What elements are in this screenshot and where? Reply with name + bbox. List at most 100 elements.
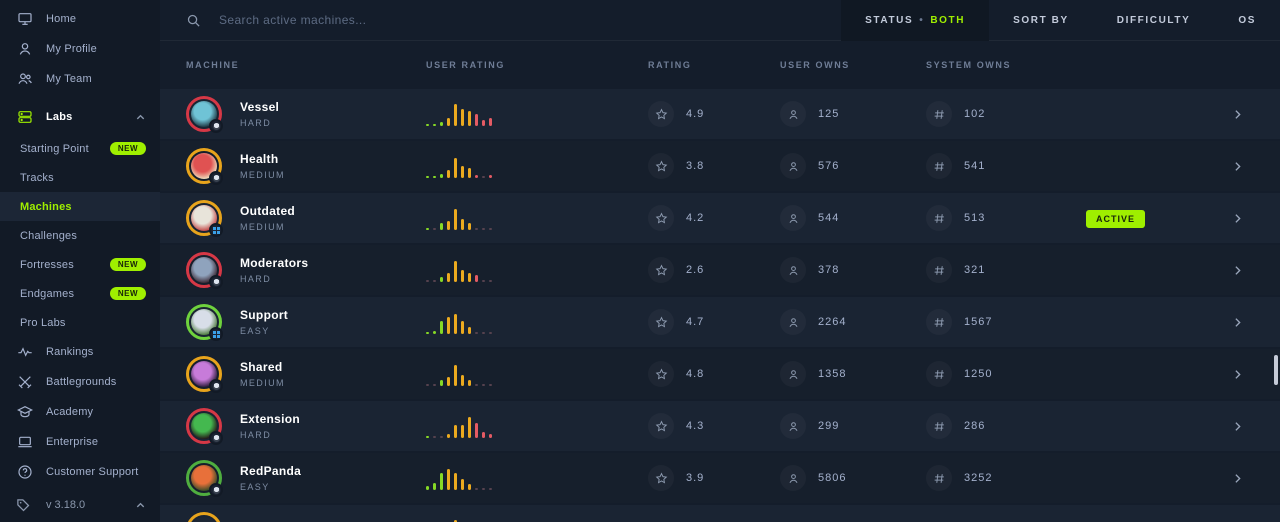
system-owns-icon xyxy=(926,413,952,439)
sidebar-item-enterprise[interactable]: Enterprise xyxy=(0,427,160,457)
machine-name: Vessel xyxy=(240,100,280,114)
machine-difficulty: MEDIUM xyxy=(240,378,285,388)
machines-table: Vessel HARD 4.9 125 102 Health MEDIUM 3.8 576 541… xyxy=(160,89,1280,522)
star-icon xyxy=(648,413,674,439)
row-chevron-right-icon[interactable] xyxy=(1194,108,1244,121)
status-bullet: • xyxy=(919,14,925,26)
sidebar-item-battlegrounds[interactable]: Battlegrounds xyxy=(0,367,160,397)
sidebar-item-academy[interactable]: Academy xyxy=(0,397,160,427)
version-row[interactable]: v 3.18.0 xyxy=(0,488,160,522)
status-filter-button[interactable]: STATUS • BOTH xyxy=(841,0,990,41)
user-owns-icon xyxy=(780,153,806,179)
row-chevron-right-icon[interactable] xyxy=(1194,160,1244,173)
sidebar-item-starting-point[interactable]: Starting Point NEW xyxy=(0,134,160,163)
laptop-icon xyxy=(16,434,33,451)
sidebar-item-label: Battlegrounds xyxy=(46,376,117,388)
system-owns-cell: 3252 xyxy=(926,465,1086,491)
machine-row[interactable]: RedPanda EASY 3.9 5806 3252 xyxy=(160,453,1280,503)
machine-cell: RedPanda EASY xyxy=(186,460,426,497)
user-rating-histogram xyxy=(426,414,648,438)
os-badge-icon xyxy=(209,275,223,289)
user-owns-icon xyxy=(780,465,806,491)
machine-row[interactable]: Extension HARD 4.3 299 286 xyxy=(160,401,1280,451)
scrollbar-thumb[interactable] xyxy=(1274,355,1278,385)
sidebar-item-label: Home xyxy=(46,13,77,25)
star-cell: 3.9 xyxy=(648,465,780,491)
sidebar-item-label: Rankings xyxy=(46,346,94,358)
sidebar-item-label: Starting Point xyxy=(20,142,89,155)
system-owns-icon xyxy=(926,465,952,491)
machine-artwork xyxy=(191,517,217,522)
value: 4.9 xyxy=(686,108,705,120)
user-owns-icon xyxy=(780,361,806,387)
machine-row-partial[interactable] xyxy=(160,505,1280,522)
value: 544 xyxy=(818,212,840,224)
help-icon xyxy=(16,464,33,481)
sidebar-item-label: Endgames xyxy=(20,287,75,300)
tag-icon xyxy=(16,498,33,513)
sidebar-item-label: Enterprise xyxy=(46,436,99,448)
table-header-row: MACHINE USER RATING RATING USER OWNS SYSTEM … xyxy=(160,41,1280,89)
machine-avatar xyxy=(186,460,223,497)
value: 286 xyxy=(964,420,986,432)
system-owns-cell: 1250 xyxy=(926,361,1086,387)
filter-buttons: STATUS • BOTH SORT BY DIFFICULTY OS xyxy=(841,0,1280,41)
value: 4.8 xyxy=(686,368,705,380)
value: 1250 xyxy=(964,368,993,380)
machine-row[interactable]: Outdated MEDIUM 4.2 544 513 ACTIVE xyxy=(160,193,1280,243)
sidebar-item-pro-labs[interactable]: Pro Labs xyxy=(0,308,160,337)
row-chevron-right-icon[interactable] xyxy=(1194,212,1244,225)
sidebar-item-rankings[interactable]: Rankings xyxy=(0,337,160,367)
machine-row[interactable]: Health MEDIUM 3.8 576 541 xyxy=(160,141,1280,191)
machine-row[interactable]: Moderators HARD 2.6 378 321 xyxy=(160,245,1280,295)
value: 4.3 xyxy=(686,420,705,432)
machine-cell: Support EASY xyxy=(186,304,426,341)
star-cell: 2.6 xyxy=(648,257,780,283)
sidebar-item-customer-support[interactable]: Customer Support xyxy=(0,457,160,487)
sidebar-item-endgames[interactable]: Endgames NEW xyxy=(0,279,160,308)
os-filter-button[interactable]: OS xyxy=(1214,0,1280,41)
machine-row[interactable]: Support EASY 4.7 2264 1567 xyxy=(160,297,1280,347)
sidebar-item-machines[interactable]: Machines xyxy=(0,192,160,221)
machine-cell: Extension HARD xyxy=(186,408,426,445)
row-chevron-right-icon[interactable] xyxy=(1194,472,1244,485)
machine-name: RedPanda xyxy=(240,464,302,478)
row-chevron-right-icon[interactable] xyxy=(1194,368,1244,381)
sidebar-item-my-profile[interactable]: My Profile xyxy=(0,34,160,64)
column-header-system-owns: SYSTEM OWNS xyxy=(926,60,1012,70)
user-owns-cell: 5806 xyxy=(780,465,926,491)
search-input[interactable] xyxy=(219,13,539,27)
machine-row[interactable]: Vessel HARD 4.9 125 102 xyxy=(160,89,1280,139)
sort-by-button[interactable]: SORT BY xyxy=(989,0,1093,41)
star-icon xyxy=(648,309,674,335)
new-badge: NEW xyxy=(109,287,146,300)
system-owns-icon xyxy=(926,101,952,127)
status-badge-cell: ACTIVE xyxy=(1086,209,1194,228)
sidebar-item-challenges[interactable]: Challenges xyxy=(0,221,160,250)
sidebar-item-fortresses[interactable]: Fortresses NEW xyxy=(0,250,160,279)
sidebar-item-tracks[interactable]: Tracks xyxy=(0,163,160,192)
sidebar-item-home[interactable]: Home xyxy=(0,4,160,34)
sidebar-nav: Home My Profile My Team Labs Starting Point N… xyxy=(0,4,160,487)
row-chevron-right-icon[interactable] xyxy=(1194,264,1244,277)
sidebar-item-labs[interactable]: Labs xyxy=(0,100,160,134)
star-cell: 4.8 xyxy=(648,361,780,387)
star-icon xyxy=(648,257,674,283)
star-cell: 4.3 xyxy=(648,413,780,439)
active-badge: ACTIVE xyxy=(1086,210,1146,228)
difficulty-filter-button[interactable]: DIFFICULTY xyxy=(1093,0,1215,41)
topbar: STATUS • BOTH SORT BY DIFFICULTY OS xyxy=(160,0,1280,41)
machine-row[interactable]: Shared MEDIUM 4.8 1358 1250 xyxy=(160,349,1280,399)
user-owns-icon xyxy=(780,413,806,439)
sidebar-item-my-team[interactable]: My Team xyxy=(0,64,160,94)
row-chevron-right-icon[interactable] xyxy=(1194,420,1244,433)
new-badge: NEW xyxy=(109,258,146,271)
system-owns-cell: 513 xyxy=(926,205,1086,231)
user-owns-cell: 576 xyxy=(780,153,926,179)
row-chevron-right-icon[interactable] xyxy=(1194,316,1244,329)
star-cell: 3.8 xyxy=(648,153,780,179)
user-rating-histogram xyxy=(426,154,648,178)
machine-name: Outdated xyxy=(240,204,296,218)
machine-avatar xyxy=(186,96,223,133)
